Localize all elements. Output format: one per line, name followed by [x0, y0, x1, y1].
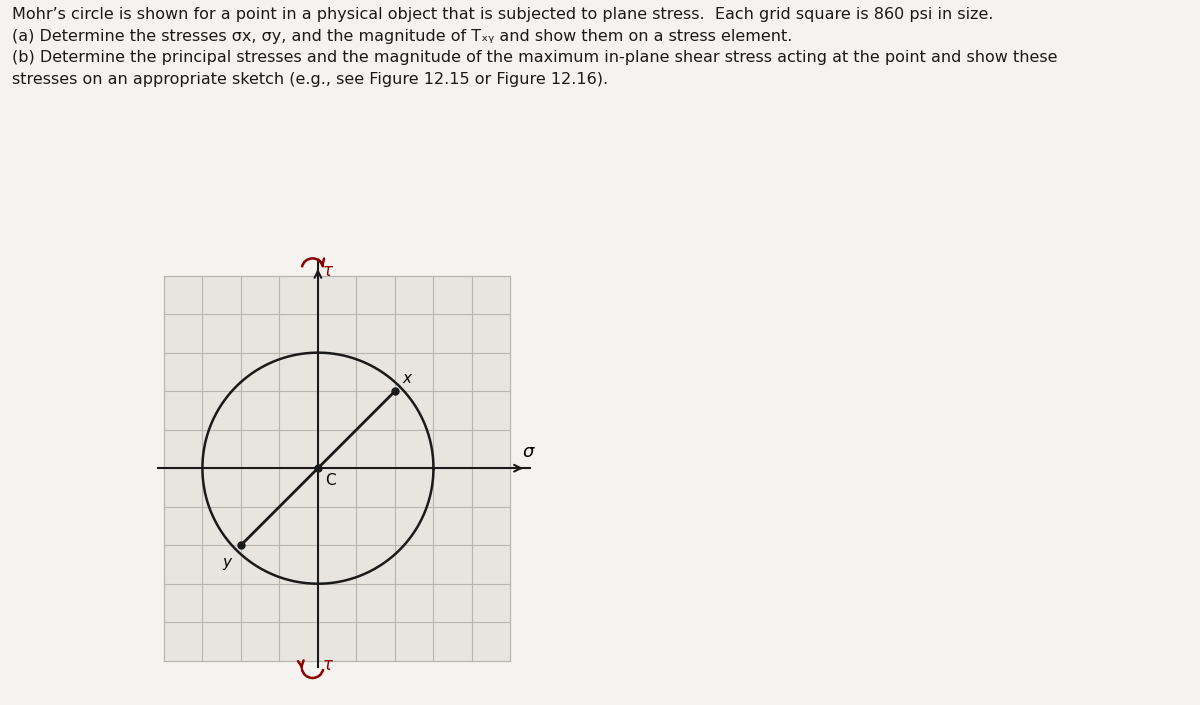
Bar	[164, 276, 510, 661]
Text: y: y	[222, 556, 230, 570]
Text: σ: σ	[522, 443, 534, 460]
Text: τ: τ	[323, 656, 332, 674]
Text: x: x	[402, 371, 412, 386]
Text: Mohr’s circle is shown for a point in a physical object that is subjected to pla: Mohr’s circle is shown for a point in a …	[12, 7, 1057, 87]
Text: C: C	[325, 473, 336, 488]
Text: τ: τ	[323, 262, 332, 281]
